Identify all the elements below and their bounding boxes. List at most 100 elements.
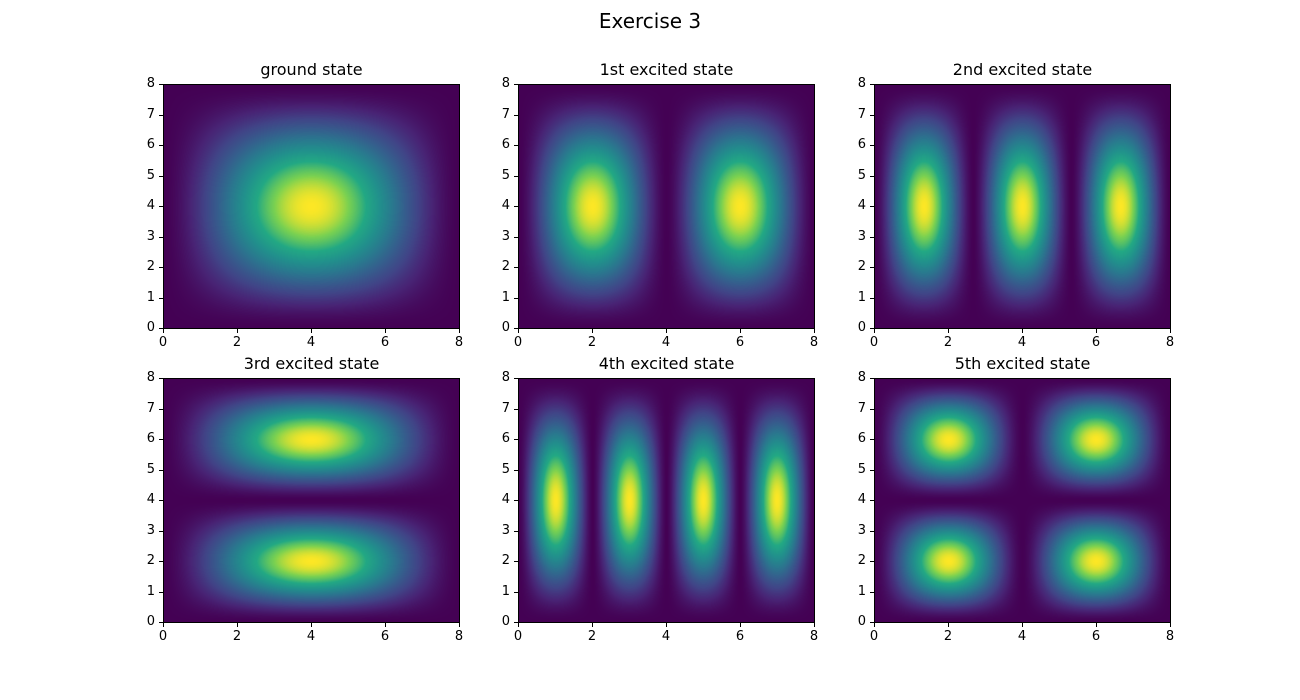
- y-tick-mark: [870, 328, 874, 329]
- y-tick-label: 3: [501, 229, 510, 244]
- y-tick-mark: [514, 328, 518, 329]
- subplot-title: 2nd excited state: [952, 60, 1093, 79]
- heatmap-plot-area: [518, 84, 815, 329]
- y-tick-mark: [514, 439, 518, 440]
- x-tick-label: 0: [158, 629, 168, 644]
- y-tick-mark: [159, 298, 163, 299]
- y-tick-label: 4: [857, 492, 866, 507]
- x-tick-mark: [1022, 623, 1023, 627]
- figure-title: Exercise 3: [598, 9, 702, 33]
- y-tick-label: 5: [146, 462, 155, 477]
- x-tick-label: 8: [809, 629, 819, 644]
- y-tick-label: 8: [146, 370, 155, 385]
- y-tick-label: 2: [146, 553, 155, 568]
- y-tick-mark: [514, 622, 518, 623]
- x-tick-label: 4: [661, 629, 671, 644]
- y-tick-label: 4: [857, 198, 866, 213]
- y-tick-label: 1: [501, 584, 510, 599]
- y-tick-mark: [159, 145, 163, 146]
- y-tick-label: 3: [146, 229, 155, 244]
- y-tick-mark: [514, 531, 518, 532]
- x-tick-mark: [592, 329, 593, 333]
- y-tick-label: 6: [857, 137, 866, 152]
- y-tick-label: 7: [501, 107, 510, 122]
- y-tick-mark: [870, 531, 874, 532]
- y-tick-mark: [159, 378, 163, 379]
- y-tick-label: 4: [146, 198, 155, 213]
- y-tick-mark: [159, 237, 163, 238]
- x-tick-mark: [163, 329, 164, 333]
- x-tick-label: 6: [380, 335, 390, 350]
- y-tick-mark: [514, 409, 518, 410]
- x-tick-mark: [666, 623, 667, 627]
- y-tick-label: 7: [857, 107, 866, 122]
- y-tick-mark: [514, 500, 518, 501]
- x-tick-mark: [1096, 329, 1097, 333]
- y-tick-label: 2: [857, 553, 866, 568]
- y-tick-mark: [159, 328, 163, 329]
- y-tick-mark: [870, 206, 874, 207]
- y-tick-mark: [870, 267, 874, 268]
- x-tick-mark: [459, 623, 460, 627]
- y-tick-mark: [159, 439, 163, 440]
- y-tick-label: 1: [146, 584, 155, 599]
- y-tick-label: 8: [857, 76, 866, 91]
- x-tick-label: 8: [1165, 629, 1175, 644]
- heatmap-image: [875, 379, 1170, 622]
- x-tick-label: 2: [587, 629, 597, 644]
- y-tick-label: 3: [146, 523, 155, 538]
- y-tick-label: 7: [146, 107, 155, 122]
- x-tick-mark: [518, 623, 519, 627]
- y-tick-label: 3: [857, 229, 866, 244]
- subplot-panel: 3rd excited state 0 2 4 6 8 0 1 2 3 4 5 6 7 8: [147, 354, 463, 644]
- x-tick-label: 0: [513, 629, 523, 644]
- x-tick-label: 4: [1017, 335, 1027, 350]
- y-tick-label: 6: [146, 431, 155, 446]
- y-tick-label: 5: [501, 168, 510, 183]
- y-tick-label: 0: [501, 320, 510, 335]
- subplot-panel: 4th excited state 0 2 4 6 8 0 1 2 3 4 5 6 7 8: [502, 354, 818, 644]
- y-tick-label: 4: [146, 492, 155, 507]
- y-tick-label: 5: [857, 168, 866, 183]
- y-tick-mark: [159, 409, 163, 410]
- heatmap-plot-area: [163, 378, 460, 623]
- y-tick-mark: [870, 378, 874, 379]
- y-tick-mark: [870, 592, 874, 593]
- y-tick-mark: [159, 500, 163, 501]
- x-tick-label: 8: [454, 335, 464, 350]
- x-tick-label: 8: [809, 335, 819, 350]
- y-tick-mark: [514, 84, 518, 85]
- subplot-panel: 2nd excited state 0 2 4 6 8 0 1 2 3 4 5 6 7 8: [858, 60, 1174, 350]
- y-tick-label: 7: [501, 401, 510, 416]
- y-tick-label: 7: [857, 401, 866, 416]
- x-tick-mark: [385, 329, 386, 333]
- y-tick-mark: [159, 206, 163, 207]
- y-tick-label: 0: [501, 614, 510, 629]
- y-tick-mark: [159, 561, 163, 562]
- y-tick-label: 1: [146, 290, 155, 305]
- y-tick-label: 0: [857, 614, 866, 629]
- x-tick-label: 8: [454, 629, 464, 644]
- y-tick-label: 5: [857, 462, 866, 477]
- y-tick-mark: [514, 115, 518, 116]
- y-tick-mark: [159, 115, 163, 116]
- subplot-title: 4th excited state: [598, 354, 735, 373]
- y-tick-label: 2: [857, 259, 866, 274]
- x-tick-mark: [518, 329, 519, 333]
- x-tick-mark: [874, 623, 875, 627]
- x-tick-label: 2: [232, 629, 242, 644]
- subplot-title: 5th excited state: [954, 354, 1091, 373]
- x-tick-label: 2: [232, 335, 242, 350]
- x-tick-mark: [814, 329, 815, 333]
- y-tick-mark: [514, 237, 518, 238]
- heatmap-plot-area: [874, 84, 1171, 329]
- x-tick-label: 6: [1091, 335, 1101, 350]
- x-tick-label: 4: [661, 335, 671, 350]
- x-tick-label: 0: [869, 335, 879, 350]
- x-tick-mark: [163, 623, 164, 627]
- y-tick-mark: [870, 500, 874, 501]
- y-tick-label: 0: [146, 320, 155, 335]
- y-tick-label: 2: [501, 553, 510, 568]
- y-tick-mark: [870, 409, 874, 410]
- x-tick-label: 6: [380, 629, 390, 644]
